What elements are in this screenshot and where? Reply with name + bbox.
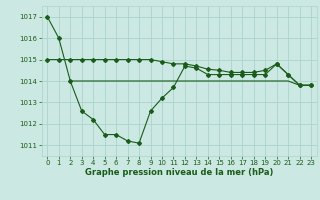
X-axis label: Graphe pression niveau de la mer (hPa): Graphe pression niveau de la mer (hPa) (85, 168, 273, 177)
